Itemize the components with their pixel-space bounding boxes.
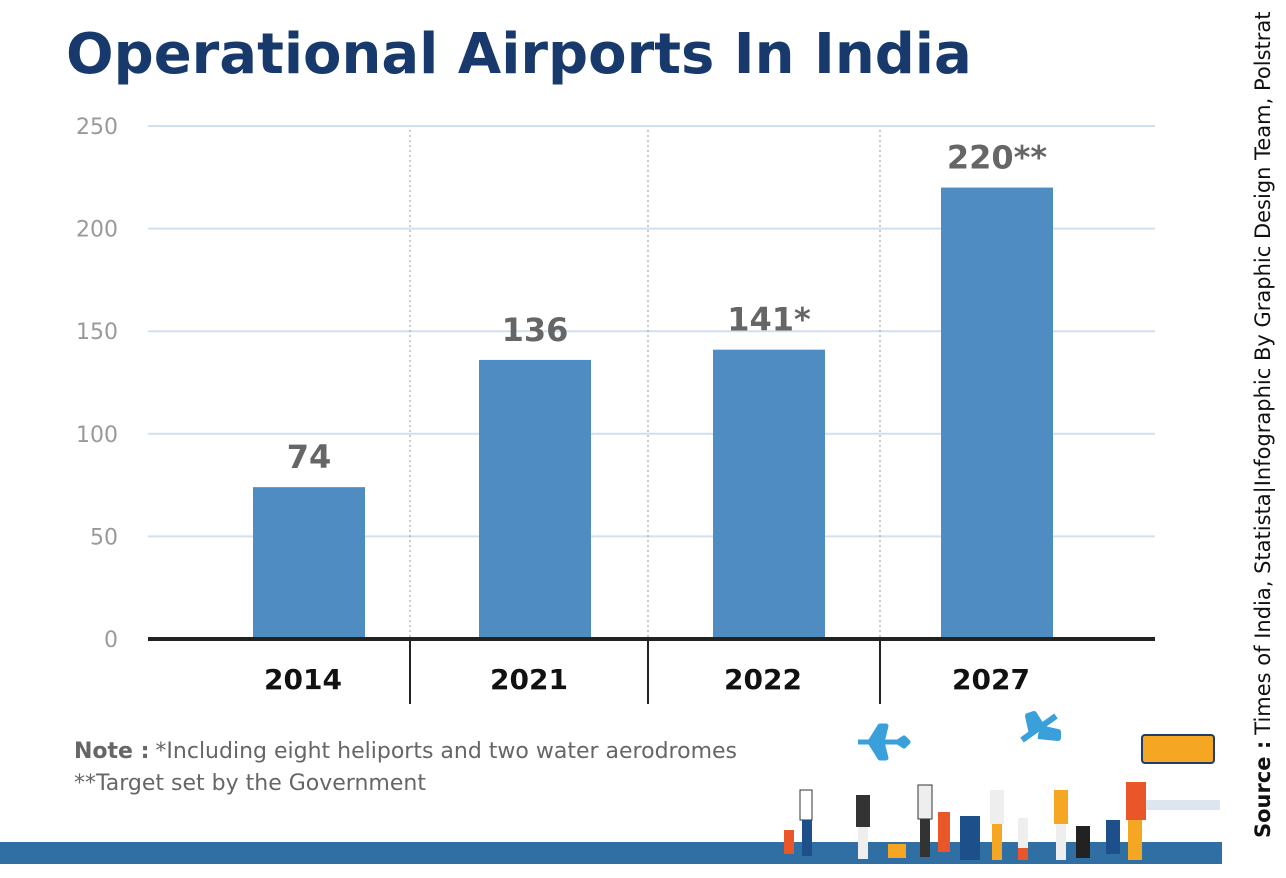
y-tick-label: 0 <box>104 628 118 653</box>
note-text: **Target set by the Government <box>74 771 426 796</box>
bar <box>941 187 1053 639</box>
bar <box>713 349 825 639</box>
x-tick-label: 2014 <box>264 663 342 696</box>
value-label: 74 <box>287 438 332 476</box>
bar <box>479 359 591 639</box>
source-text: Times of India, Statista|Infographic By … <box>1251 12 1276 736</box>
plane-icon <box>858 723 911 761</box>
departure-board <box>1141 734 1215 764</box>
source-label: Source : <box>1251 741 1275 838</box>
chart-title: Operational Airports In India <box>66 22 972 87</box>
note-text: *Including eight heliports and two water… <box>155 739 737 764</box>
bar <box>253 487 365 639</box>
y-tick-label: 150 <box>76 320 118 345</box>
note-label: Note : <box>74 739 149 764</box>
y-tick-label: 100 <box>76 423 118 448</box>
x-tick-label: 2021 <box>490 663 568 696</box>
x-tick-label: 2022 <box>724 663 802 696</box>
value-label: 220** <box>947 139 1048 177</box>
source-line: Source : Times of India, Statista|Infogra… <box>1251 12 1276 839</box>
plane-icon <box>1020 711 1061 743</box>
footer-bar <box>0 842 1222 864</box>
y-tick-label: 200 <box>76 218 118 243</box>
x-tick-label: 2027 <box>952 663 1030 696</box>
travelers <box>784 782 1146 860</box>
value-label: 141* <box>727 301 811 339</box>
note-line: Note : *Including eight heliports and two… <box>74 739 737 764</box>
value-label: 136 <box>502 311 569 349</box>
y-tick-label: 50 <box>90 525 118 550</box>
y-tick-label: 250 <box>76 115 118 140</box>
counter <box>1140 800 1220 810</box>
illustration <box>784 711 1220 860</box>
